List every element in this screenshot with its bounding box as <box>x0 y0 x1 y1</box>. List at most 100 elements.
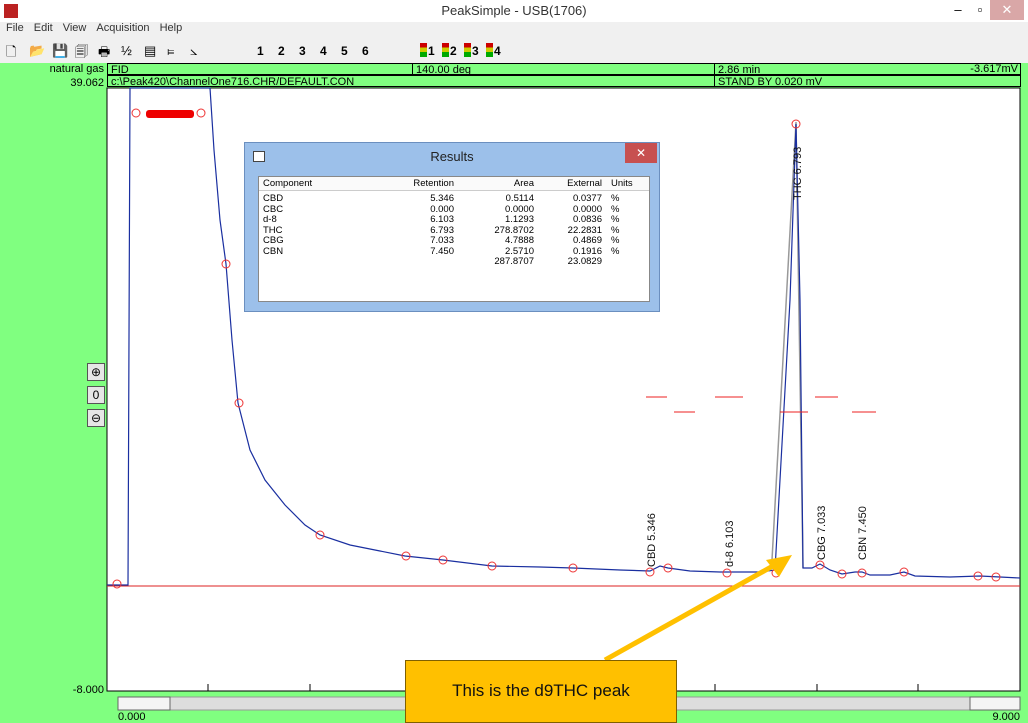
menu-item[interactable]: Edit <box>33 22 53 34</box>
channel-icon[interactable] <box>442 43 449 57</box>
result-cell: % <box>611 245 620 257</box>
clipped-marker <box>146 110 194 118</box>
menu-item[interactable]: File <box>6 22 24 34</box>
time-cell: 2.86 min <box>714 63 1021 75</box>
result-cell: CBC <box>263 203 284 215</box>
channel-icon[interactable] <box>486 43 493 57</box>
result-cell: 0.0000 <box>572 203 602 215</box>
x-max-label: 9.000 <box>992 711 1020 723</box>
zoom-out-button[interactable]: ⊖ <box>87 409 105 427</box>
menu-item[interactable]: Help <box>159 22 183 34</box>
menu-item[interactable]: Acquisition <box>96 22 150 34</box>
result-cell: CBN <box>263 245 284 257</box>
toolbar-icon[interactable]: 🗐 <box>75 44 88 59</box>
result-cell: % <box>611 203 620 215</box>
zoom-reset-button[interactable]: 0 <box>87 386 105 404</box>
result-cell: 0.4869 <box>572 235 602 246</box>
result-cell: % <box>611 224 620 236</box>
toolbar-icon[interactable]: 📂 <box>29 43 46 58</box>
toolbar-icon[interactable]: 💾 <box>52 43 69 58</box>
peak-label: d-8 6.103 <box>724 521 736 567</box>
signal-value: -3.617mV <box>970 63 1018 75</box>
scroll-buttons-left[interactable] <box>117 696 171 711</box>
channel-number-button[interactable]: 4 <box>320 44 327 58</box>
chromatogram-trace <box>107 87 1021 586</box>
dialog-icon <box>253 151 265 162</box>
column-header[interactable]: Retention <box>413 178 454 189</box>
result-cell: 0.1916 <box>572 245 602 257</box>
column-header[interactable]: Component <box>263 178 313 189</box>
maximize-button[interactable]: ▫ <box>977 2 983 17</box>
channel-number-button[interactable]: 2 <box>278 44 285 58</box>
channel-number-button[interactable]: 5 <box>341 44 348 58</box>
result-cell: THC <box>263 224 283 236</box>
x-min-label: 0.000 <box>118 711 146 723</box>
result-cell: 6.103 <box>430 214 454 225</box>
dialog-title: Results <box>430 149 474 164</box>
menu-bar: File Edit View Acquisition Help <box>0 22 1028 39</box>
window-title: PeakSimple - USB(1706) <box>441 3 587 18</box>
peak-label: CBN 7.450 <box>857 506 869 560</box>
result-cell: 1.1293 <box>504 214 534 225</box>
total-cell: 23.0829 <box>567 256 602 267</box>
detector-cell: FID <box>107 63 413 75</box>
result-cell: 5.346 <box>430 193 454 204</box>
app-icon <box>4 4 18 18</box>
result-cell: 6.793 <box>430 224 454 236</box>
integration-windows <box>646 396 876 413</box>
toolbar-icon[interactable]: 🗋 <box>6 44 17 59</box>
result-cell: 0.000 <box>430 203 454 215</box>
annotation-arrowhead <box>766 555 792 577</box>
column-header[interactable]: External <box>567 178 602 189</box>
zoom-in-button[interactable]: ⊕ <box>87 363 105 381</box>
result-cell: CBD <box>263 193 284 204</box>
minimize-button[interactable]: – <box>954 2 962 17</box>
results-dialog: Results ✕ Component Retention Area External… <box>244 142 660 312</box>
toolbar-icon[interactable]: ▤ <box>144 43 157 58</box>
column-header[interactable]: Units <box>611 178 633 189</box>
channel-label[interactable]: 3 <box>472 44 479 58</box>
channel-label[interactable]: 4 <box>494 44 501 58</box>
y-min-label: -8.000 <box>72 684 104 696</box>
result-cell: 4.7888 <box>504 235 534 246</box>
toolbar-icon[interactable]: 🖶 <box>98 44 111 59</box>
scroll-buttons-right[interactable] <box>969 696 1021 711</box>
menu-item[interactable]: View <box>62 22 87 34</box>
result-cell: 7.033 <box>430 235 454 246</box>
result-cell: 0.0836 <box>572 214 602 225</box>
channel-label[interactable]: 2 <box>450 44 457 58</box>
peak-label: CBG 7.033 <box>816 506 828 560</box>
channel-label[interactable]: 1 <box>428 44 435 58</box>
toolbar-icon[interactable]: ⦣ <box>190 43 198 58</box>
channel-number-button[interactable]: 3 <box>299 44 306 58</box>
toolbar-icon[interactable]: ½ <box>121 43 132 58</box>
result-cell: % <box>611 193 620 204</box>
channel-number-button[interactable]: 1 <box>257 44 264 58</box>
result-cell: 0.5114 <box>505 193 534 204</box>
peak-label: THC 6.793 <box>792 147 804 200</box>
fit-curve <box>771 121 804 569</box>
result-cell: % <box>611 214 620 225</box>
column-header[interactable]: Area <box>513 178 534 189</box>
channel-icon[interactable] <box>464 43 471 57</box>
toolbar-icon[interactable]: ⫢ <box>167 43 175 58</box>
channel-icon[interactable] <box>420 43 427 57</box>
peak-label: CBD 5.346 <box>646 513 658 567</box>
temperature-cell: 140.00 deg <box>412 63 715 75</box>
result-cell: 7.450 <box>430 245 454 257</box>
channel-number-button[interactable]: 6 <box>362 44 369 58</box>
result-cell: % <box>611 235 620 246</box>
title-bar: PeakSimple - USB(1706) – ▫ ✕ <box>0 0 1028 22</box>
file-path-cell: c:\Peak420\ChannelOne716.CHR/DEFAULT.CON <box>107 75 715 87</box>
result-cell: d-8 <box>263 214 277 225</box>
annotation-arrow <box>603 559 782 663</box>
total-cell: 287.8707 <box>494 256 534 267</box>
dialog-close[interactable]: ✕ <box>625 143 657 163</box>
close-button[interactable]: ✕ <box>990 0 1024 20</box>
status-cell: STAND BY 0.020 mV <box>714 75 1021 87</box>
peak-markers <box>112 108 1001 589</box>
result-cell: 22.2831 <box>567 224 602 236</box>
result-cell: 278.8702 <box>494 224 534 236</box>
